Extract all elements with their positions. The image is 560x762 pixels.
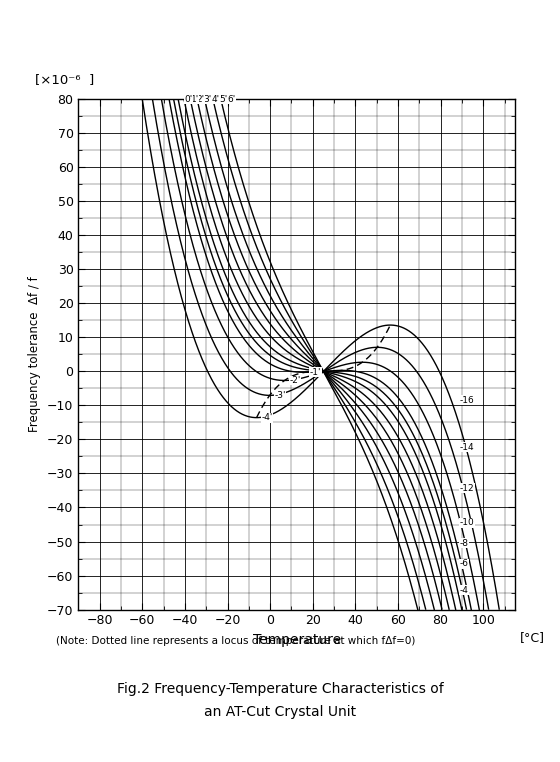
Y-axis label: Frequency tolerance  Δf / f: Frequency tolerance Δf / f (29, 277, 41, 432)
Text: -8: -8 (460, 539, 469, 548)
Text: -2': -2' (290, 376, 301, 385)
Text: -1': -1' (310, 368, 321, 377)
Text: -3': -3' (274, 391, 286, 400)
Text: (Note: Dotted line represents a locus of temperature at which fΔf=0): (Note: Dotted line represents a locus of… (56, 636, 416, 646)
Text: 4': 4' (211, 95, 220, 104)
Text: -4: -4 (460, 586, 469, 595)
Text: -4': -4' (262, 413, 273, 422)
Text: -6: -6 (460, 559, 469, 568)
Text: 2': 2' (197, 94, 205, 104)
Text: -10: -10 (460, 518, 474, 527)
Text: 1': 1' (190, 94, 199, 104)
Text: 5': 5' (220, 95, 228, 104)
Text: -14: -14 (460, 443, 474, 452)
Text: [°C]: [°C] (520, 631, 544, 644)
Text: Fig.2 Frequency-Temperature Characteristics of: Fig.2 Frequency-Temperature Characterist… (116, 683, 444, 696)
Text: [×10⁻⁶  ]: [×10⁻⁶ ] (35, 73, 94, 86)
X-axis label: Temperature: Temperature (253, 633, 341, 647)
Text: an AT-Cut Crystal Unit: an AT-Cut Crystal Unit (204, 706, 356, 719)
Text: 0': 0' (185, 94, 193, 104)
Text: -16: -16 (460, 395, 474, 405)
Text: 3': 3' (204, 94, 212, 104)
Text: 6': 6' (227, 94, 236, 104)
Text: -12: -12 (460, 484, 474, 493)
